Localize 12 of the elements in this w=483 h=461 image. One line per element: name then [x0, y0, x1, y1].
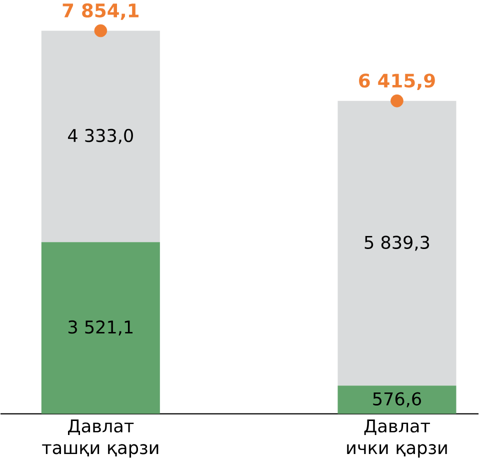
data-label: 3 521,1	[68, 320, 133, 336]
bar	[41, 30, 160, 242]
bar	[41, 242, 160, 414]
x-tick-label: Давлат ички қарзи	[347, 419, 447, 458]
data-label: 5 839,3	[364, 236, 430, 251]
x-tick-label: Давлат ташқи қарзи	[42, 419, 158, 458]
bar	[338, 386, 456, 414]
data-label: 576,6	[373, 392, 421, 408]
data-label: 7 854,1	[62, 3, 138, 20]
data-label: 4 333,0	[68, 128, 133, 144]
data-label: 6 415,9	[359, 74, 435, 90]
bar	[338, 100, 456, 386]
